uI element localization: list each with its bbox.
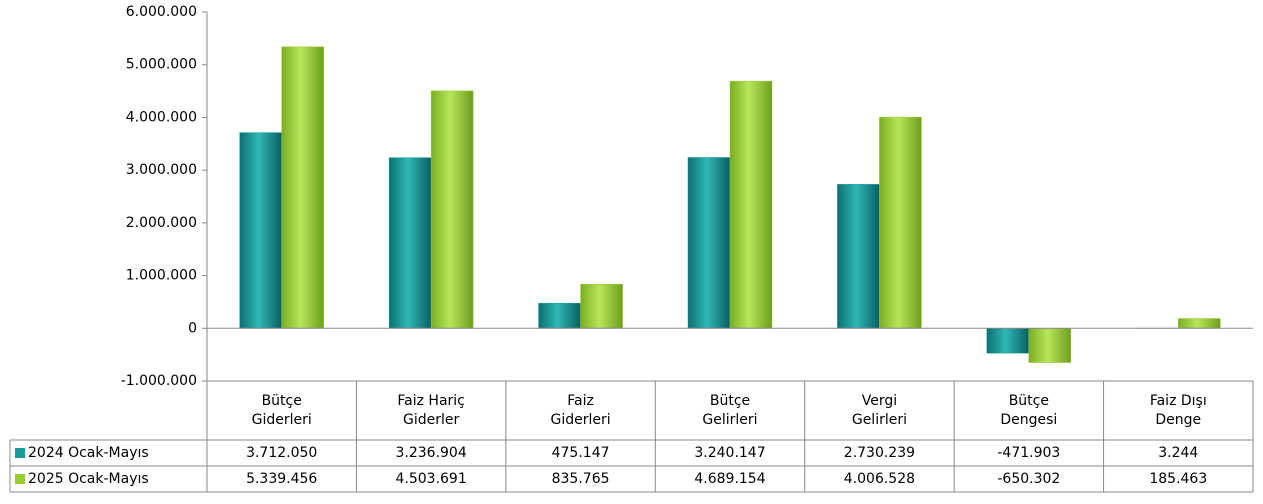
bar (986, 328, 1030, 354)
legend-label: 2025 Ocak-Mayıs (28, 471, 149, 487)
bar (430, 90, 474, 329)
x-tick-label: Bütçe Gelirleri (702, 393, 757, 428)
x-tick-label: Faiz Hariç Giderler (397, 393, 464, 428)
y-tick-label: 5.000.000 (126, 57, 197, 73)
value-label: 835.765 (552, 471, 610, 487)
value-label: 5.339.456 (246, 471, 317, 487)
value-label: 4.689.154 (694, 471, 765, 487)
legend-label: 2024 Ocak-Mayıs (28, 445, 149, 461)
x-tick-label: Vergi Gelirleri (852, 393, 907, 428)
bar (1028, 328, 1072, 363)
bar (580, 283, 623, 329)
bar (239, 132, 282, 329)
value-label: 3.236.904 (396, 445, 467, 461)
y-tick-label: 6.000.000 (126, 4, 197, 20)
value-label: 185.463 (1149, 471, 1207, 487)
x-tick-label: Bütçe Giderleri (252, 393, 312, 428)
bar (281, 46, 324, 329)
bar (1178, 318, 1221, 329)
x-tick-label: Bütçe Dengesi (1000, 393, 1057, 428)
value-label: 3.244 (1158, 445, 1198, 461)
value-label: 3.712.050 (246, 445, 317, 461)
legend-key (15, 474, 25, 484)
value-label: 475.147 (552, 445, 610, 461)
value-label: 2.730.239 (844, 445, 915, 461)
x-tick-label: Faiz Dışı Denge (1150, 393, 1207, 428)
legend-key (15, 448, 25, 458)
value-label: -650.302 (997, 471, 1060, 487)
bar (388, 157, 432, 329)
y-tick-label: 4.000.000 (126, 109, 197, 125)
bar (538, 302, 581, 329)
bar (729, 80, 773, 329)
value-label: 4.006.528 (844, 471, 915, 487)
value-label: 4.503.691 (396, 471, 467, 487)
bar (879, 116, 922, 329)
y-tick-label: 1.000.000 (126, 268, 197, 284)
value-label: 3.240.147 (694, 445, 765, 461)
y-tick-label: 2.000.000 (126, 215, 197, 231)
y-tick-label: 0 (188, 320, 197, 336)
y-tick-label: -1.000.000 (121, 373, 197, 389)
bar (837, 184, 880, 329)
value-label: -471.903 (997, 445, 1060, 461)
x-tick-label: Faiz Giderleri (550, 393, 610, 428)
y-tick-label: 3.000.000 (126, 162, 197, 178)
bar (687, 157, 731, 329)
